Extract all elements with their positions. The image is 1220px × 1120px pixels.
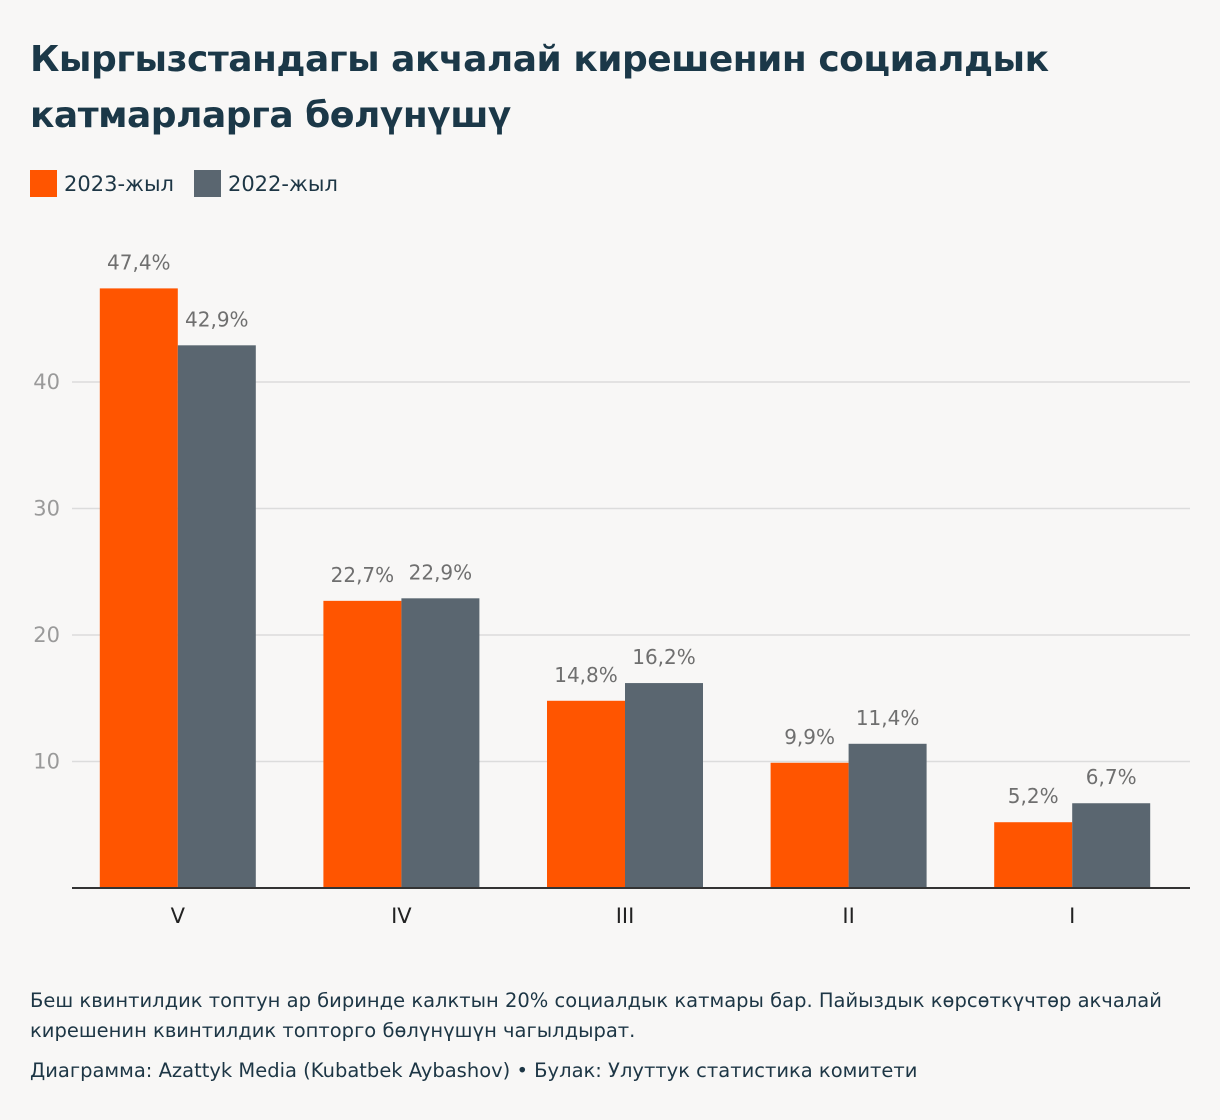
value-label: 11,4%	[856, 706, 920, 730]
value-label: 47,4%	[107, 250, 171, 274]
bar-2022-жыл-IV	[401, 598, 480, 888]
x-category-label: I	[1069, 904, 1075, 928]
value-label: 9,9%	[784, 725, 835, 749]
bar-2022-жыл-I	[1072, 803, 1151, 888]
chart-note: Беш квинтилдик топтун ар биринде калктын…	[30, 989, 1162, 1042]
bar-2023-жыл-I	[994, 822, 1073, 888]
legend-swatch-2023	[30, 170, 57, 197]
bar-2022-жыл-V	[177, 345, 256, 888]
bar-2023-жыл-IV	[323, 600, 402, 888]
chart-legend: 2023-жыл 2022-жыл	[30, 170, 358, 197]
y-tick-label: 30	[33, 497, 60, 521]
y-tick-label: 10	[33, 750, 60, 774]
y-tick-label: 20	[33, 623, 60, 647]
x-category-label: III	[616, 904, 635, 928]
value-label: 5,2%	[1008, 784, 1059, 808]
value-label: 22,7%	[331, 563, 395, 587]
y-tick-label: 40	[33, 370, 60, 394]
chart-credit: Диаграмма: Azattyk Media (Kubatbek Aybas…	[30, 1059, 918, 1082]
legend-item-2022: 2022-жыл	[193, 170, 338, 197]
legend-label-2023: 2023-жыл	[64, 171, 174, 196]
x-category-label: II	[842, 904, 854, 928]
chart-title: Кыргызстандагы акчалай кирешенин социалд…	[30, 39, 1049, 136]
legend-swatch-2022	[193, 170, 221, 197]
value-label: 6,7%	[1086, 765, 1137, 789]
bar-2023-жыл-II	[770, 762, 849, 888]
legend-item-2023: 2023-жыл	[30, 170, 174, 197]
value-label: 22,9%	[409, 560, 473, 584]
bar-2022-жыл-II	[848, 743, 927, 888]
value-label: 14,8%	[554, 663, 618, 687]
value-label: 16,2%	[632, 645, 696, 669]
bar-2023-жыл-III	[547, 700, 625, 888]
bar-2023-жыл-V	[99, 288, 178, 888]
bar-chart: 10 20 30 40 47,4% 42,9% V 22,7% 22,9% IV 14,8% 16,2…	[33, 250, 1190, 928]
legend-label-2022: 2022-жыл	[227, 171, 338, 196]
value-label: 42,9%	[185, 307, 249, 331]
bar-2022-жыл-III	[625, 683, 703, 888]
x-category-label: V	[171, 904, 186, 928]
x-category-label: IV	[391, 904, 412, 928]
